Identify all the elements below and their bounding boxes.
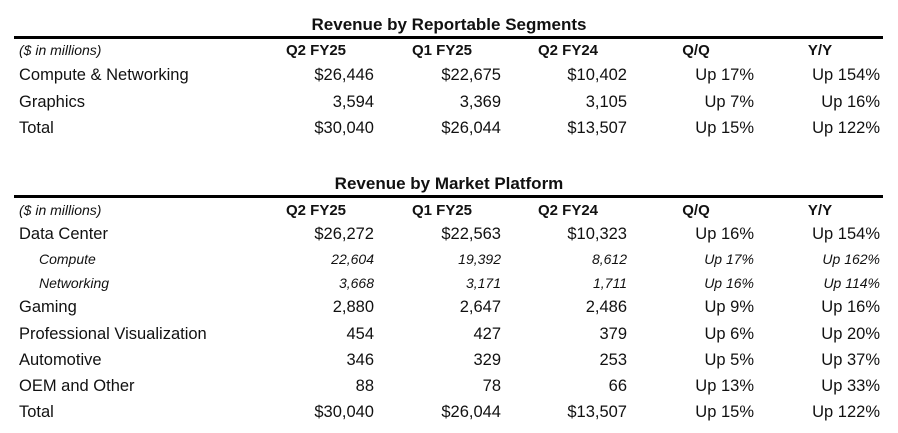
cell-value: $22,563 <box>441 225 501 243</box>
table-row: Total $30,040 $26,044 $13,507 Up 15% Up 122% <box>0 119 898 143</box>
table-row: Gaming 2,880 2,647 2,486 Up 9% Up 16% <box>0 298 898 322</box>
cell-value: 346 <box>346 351 374 369</box>
cell-value: Up 20% <box>821 325 880 343</box>
cell-value: Up 7% <box>704 93 754 111</box>
cell-value: $13,507 <box>567 403 627 421</box>
cell-value: Up 13% <box>695 377 754 395</box>
column-header: Q2 FY24 <box>537 202 599 219</box>
cell-value: $26,044 <box>441 403 501 421</box>
cell-value: 78 <box>482 377 501 395</box>
cell-value: 253 <box>599 351 627 369</box>
table-row: Graphics 3,594 3,369 3,105 Up 7% Up 16% <box>0 93 898 117</box>
table-row: Compute 22,604 19,392 8,612 Up 17% Up 162% <box>0 251 898 275</box>
cell-value: 454 <box>346 325 374 343</box>
column-header: Q2 FY24 <box>537 42 599 59</box>
platforms-title: Revenue by Market Platform <box>334 174 564 193</box>
cell-value: Up 37% <box>821 351 880 369</box>
row-label: Professional Visualization <box>19 325 207 343</box>
cell-value: Up 16% <box>821 298 880 316</box>
row-label: Data Center <box>19 225 108 243</box>
row-label: Total <box>19 119 54 137</box>
table-row: Total $30,040 $26,044 $13,507 Up 15% Up 122% <box>0 403 898 427</box>
cell-value: 3,105 <box>585 93 627 111</box>
cell-value: Up 33% <box>821 377 880 395</box>
table-row: OEM and Other 88 78 66 Up 13% Up 33% <box>0 377 898 401</box>
column-header: Q2 FY25 <box>285 42 347 59</box>
table-row: Data Center $26,272 $22,563 $10,323 Up 16% Up… <box>0 225 898 249</box>
row-label: Total <box>19 403 54 421</box>
table-row: Automotive 346 329 253 Up 5% Up 37% <box>0 351 898 375</box>
cell-value: 88 <box>355 377 374 395</box>
table-row: Networking 3,668 3,171 1,711 Up 16% Up 114% <box>0 275 898 299</box>
cell-value: Up 154% <box>812 225 880 243</box>
column-header: Y/Y <box>807 42 833 59</box>
segments-rule <box>14 36 883 39</box>
cell-value: 1,711 <box>593 275 627 291</box>
row-label: Graphics <box>19 93 86 111</box>
cell-value: 22,604 <box>331 251 374 267</box>
cell-value: 329 <box>473 351 501 369</box>
table-row: Professional Visualization 454 427 379 Up 6%… <box>0 325 898 349</box>
row-label: Networking <box>39 275 110 291</box>
segments-header-row: ($ in millions) Q2 FY25 Q1 FY25 Q2 FY24 Q/Q Y… <box>0 42 898 66</box>
column-header: Q2 FY25 <box>285 202 347 219</box>
cell-value: Up 16% <box>821 93 880 111</box>
cell-value: Up 5% <box>704 351 754 369</box>
cell-value: $30,040 <box>314 119 374 137</box>
units-label: ($ in millions) <box>19 202 102 218</box>
row-label: Compute & Networking <box>19 66 189 84</box>
segments-title: Revenue by Reportable Segments <box>311 15 587 34</box>
cell-value: Up 15% <box>695 403 754 421</box>
cell-value: $13,507 <box>567 119 627 137</box>
cell-value: $26,446 <box>314 66 374 84</box>
cell-value: 2,880 <box>332 298 374 316</box>
cell-value: Up 122% <box>812 119 880 137</box>
cell-value: 3,668 <box>338 275 374 291</box>
cell-value: Up 9% <box>704 298 754 316</box>
column-header: Q/Q <box>682 202 710 219</box>
cell-value: $10,323 <box>567 225 627 243</box>
cell-value: 379 <box>599 325 627 343</box>
cell-value: 3,594 <box>332 93 374 111</box>
platforms-header-row: ($ in millions) Q2 FY25 Q1 FY25 Q2 FY24 Q/Q Y… <box>0 202 898 226</box>
row-label: OEM and Other <box>19 377 135 395</box>
cell-value: $26,272 <box>314 225 374 243</box>
column-header: Q1 FY25 <box>411 202 473 219</box>
row-label: Compute <box>39 251 96 267</box>
column-header: Q/Q <box>682 42 710 59</box>
cell-value: 2,647 <box>459 298 501 316</box>
column-header: Q1 FY25 <box>411 42 473 59</box>
cell-value: Up 17% <box>704 251 754 267</box>
cell-value: Up 6% <box>704 325 754 343</box>
cell-value: Up 122% <box>812 403 880 421</box>
cell-value: $30,040 <box>314 403 374 421</box>
row-label: Gaming <box>19 298 77 316</box>
cell-value: 19,392 <box>458 251 501 267</box>
cell-value: $10,402 <box>567 66 627 84</box>
cell-value: 66 <box>608 377 627 395</box>
cell-value: Up 16% <box>704 275 754 291</box>
platforms-rule <box>14 195 883 198</box>
table-row: Compute & Networking $26,446 $22,675 $10,40… <box>0 66 898 90</box>
cell-value: Up 15% <box>695 119 754 137</box>
cell-value: 427 <box>473 325 501 343</box>
cell-value: Up 114% <box>823 275 880 291</box>
cell-value: Up 16% <box>695 225 754 243</box>
cell-value: 8,612 <box>591 251 627 267</box>
cell-value: Up 17% <box>695 66 754 84</box>
units-label: ($ in millions) <box>19 42 102 58</box>
column-header: Y/Y <box>807 202 833 219</box>
cell-value: Up 154% <box>812 66 880 84</box>
cell-value: Up 162% <box>822 251 880 267</box>
row-label: Automotive <box>19 351 102 369</box>
cell-value: 2,486 <box>585 298 627 316</box>
cell-value: 3,369 <box>459 93 501 111</box>
cell-value: $26,044 <box>441 119 501 137</box>
cell-value: 3,171 <box>465 275 501 291</box>
cell-value: $22,675 <box>441 66 501 84</box>
